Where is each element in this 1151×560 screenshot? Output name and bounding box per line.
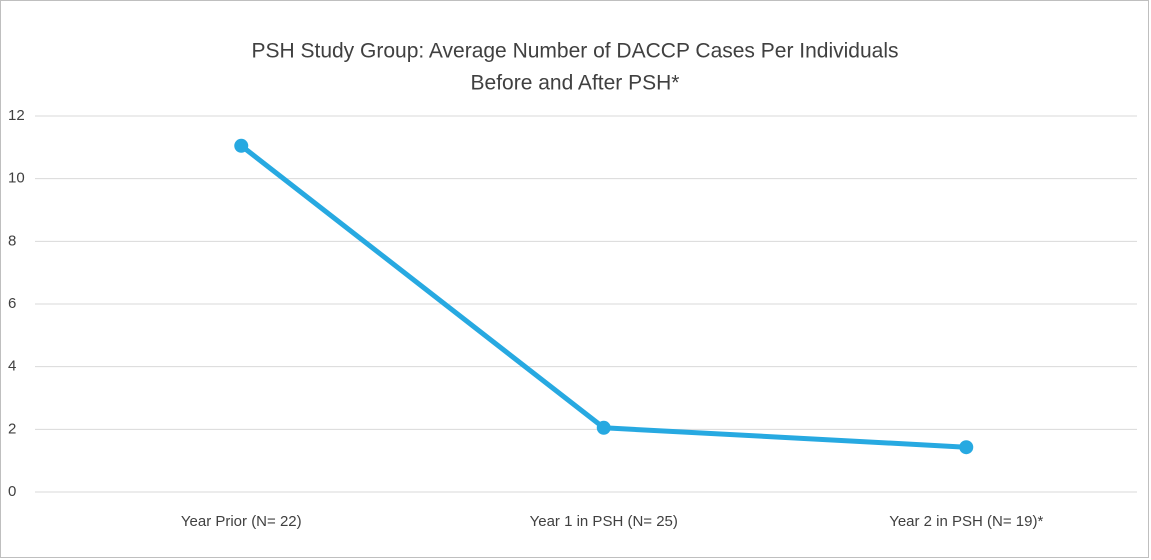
y-tick-label: 12 (8, 107, 25, 124)
data-point (234, 138, 249, 153)
y-tick-label: 0 (8, 483, 16, 500)
y-tick-label: 8 (8, 232, 16, 249)
x-tick-label: Year Prior (N= 22) (181, 513, 302, 530)
data-point (959, 440, 974, 455)
data-point (596, 420, 611, 435)
y-tick-label: 2 (8, 420, 16, 437)
x-tick-label: Year 2 in PSH (N= 19)* (889, 513, 1043, 530)
y-tick-label: 10 (8, 170, 25, 187)
chart-title: PSH Study Group: Average Number of DACCP… (251, 40, 898, 63)
y-tick-label: 6 (8, 295, 16, 312)
y-tick-label: 4 (8, 358, 16, 375)
x-tick-label: Year 1 in PSH (N= 25) (530, 513, 678, 530)
chart-title: Before and After PSH* (471, 72, 680, 95)
